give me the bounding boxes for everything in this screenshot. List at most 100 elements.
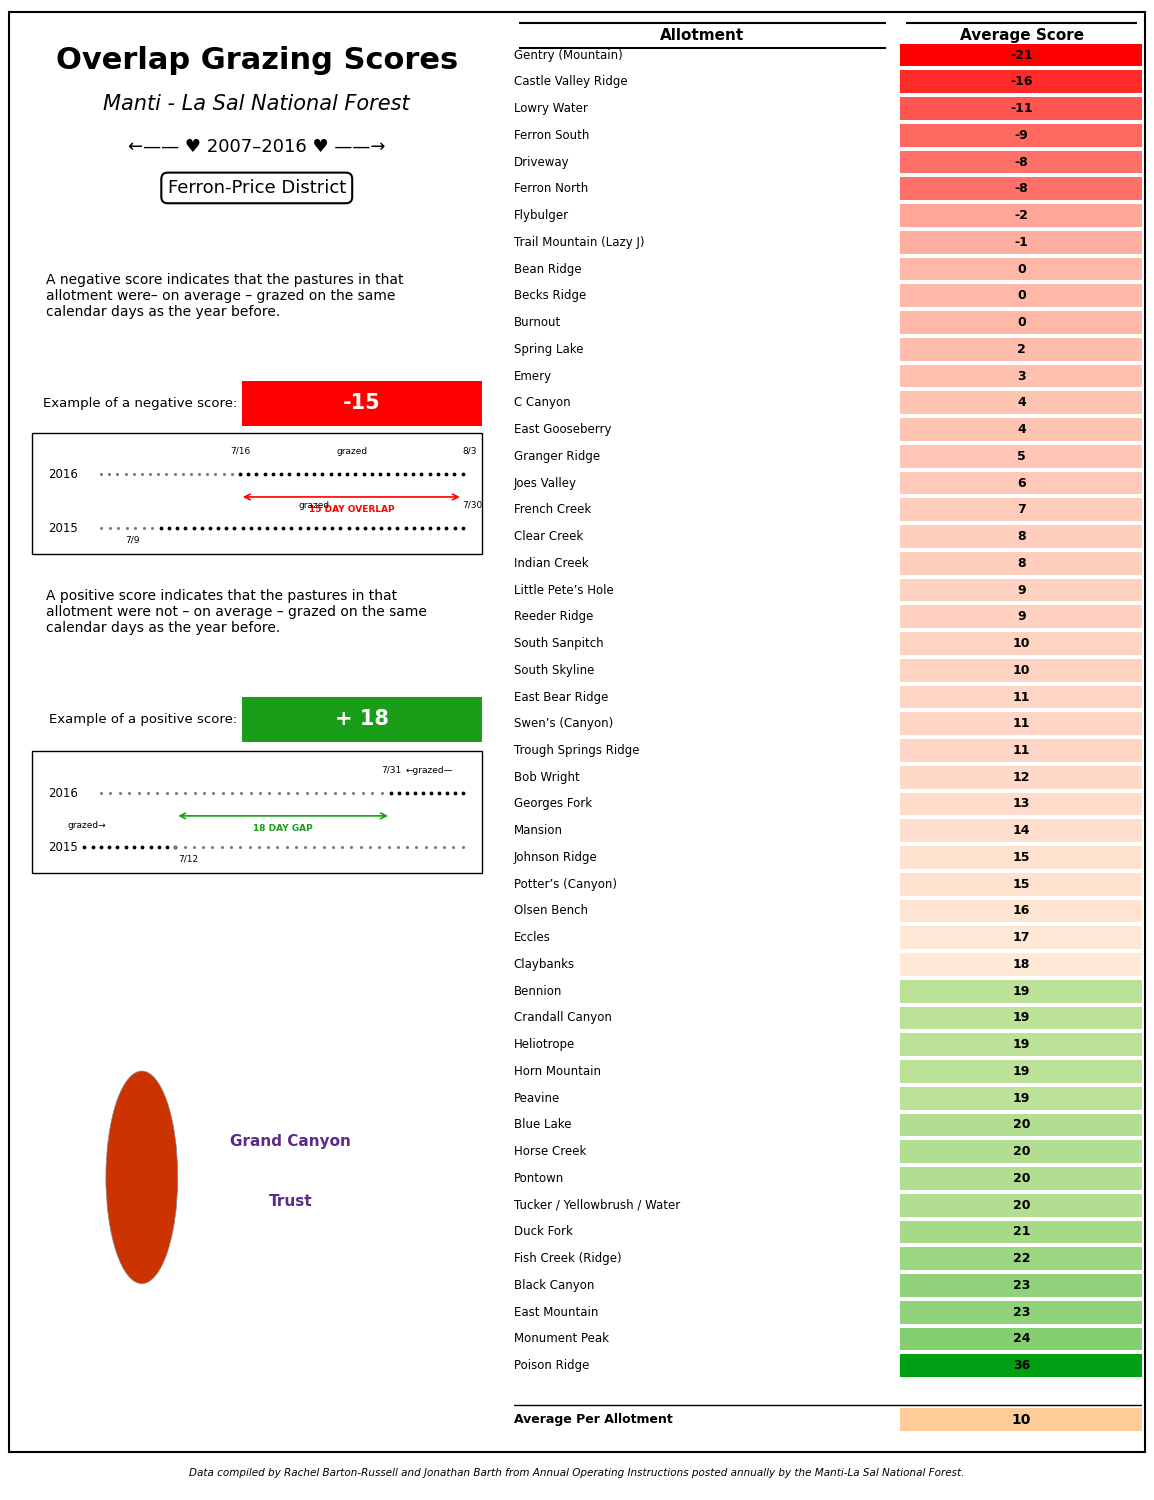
Bar <box>900 1248 1142 1270</box>
Text: 23: 23 <box>1013 1280 1031 1292</box>
Text: Granger Ridge: Granger Ridge <box>514 450 600 464</box>
Text: ←—— ♥ 2007–2016 ♥ ——→: ←—— ♥ 2007–2016 ♥ ——→ <box>128 138 385 156</box>
Bar <box>900 70 1142 93</box>
Text: Average Score: Average Score <box>960 27 1084 42</box>
Text: Bob Wright: Bob Wright <box>514 771 579 783</box>
Text: 20: 20 <box>1013 1172 1031 1185</box>
Text: Grand Canyon: Grand Canyon <box>230 1134 351 1149</box>
Text: A negative score indicates that the pastures in that
allotment were– on average : A negative score indicates that the past… <box>46 273 404 320</box>
Text: 11: 11 <box>1013 717 1031 730</box>
Bar <box>900 310 1142 334</box>
Text: East Mountain: East Mountain <box>514 1305 598 1318</box>
Bar <box>900 150 1142 174</box>
Text: 7/9: 7/9 <box>125 536 140 544</box>
Bar <box>900 204 1142 226</box>
Text: 6: 6 <box>1017 477 1026 489</box>
Text: Tucker / Yellowbrush / Water: Tucker / Yellowbrush / Water <box>514 1198 680 1212</box>
Text: 20: 20 <box>1013 1198 1031 1212</box>
Text: 10: 10 <box>1013 664 1031 676</box>
Bar <box>900 471 1142 495</box>
Bar <box>900 1300 1142 1323</box>
Text: 8: 8 <box>1017 556 1026 570</box>
Text: 18 DAY GAP: 18 DAY GAP <box>253 825 313 834</box>
Bar <box>900 1060 1142 1083</box>
Text: Castle Valley Ridge: Castle Valley Ridge <box>514 75 627 88</box>
Bar <box>900 712 1142 735</box>
Text: grazed: grazed <box>299 501 330 510</box>
Text: Spring Lake: Spring Lake <box>514 344 583 355</box>
Text: 18: 18 <box>1013 958 1031 970</box>
Bar <box>900 1354 1142 1377</box>
Text: Georges Fork: Georges Fork <box>514 798 592 810</box>
Text: Horn Mountain: Horn Mountain <box>514 1065 600 1078</box>
Bar <box>900 1221 1142 1244</box>
Text: South Skyline: South Skyline <box>514 664 594 676</box>
Text: Blue Lake: Blue Lake <box>514 1119 571 1131</box>
Bar <box>900 900 1142 922</box>
Text: Manti - La Sal National Forest: Manti - La Sal National Forest <box>104 94 410 114</box>
Text: -11: -11 <box>1010 102 1033 116</box>
Text: Example of a negative score:: Example of a negative score: <box>43 398 238 410</box>
Text: Driveway: Driveway <box>514 156 569 168</box>
Bar <box>900 44 1142 66</box>
Bar <box>900 873 1142 895</box>
Bar <box>900 1408 1142 1431</box>
Text: 9: 9 <box>1017 584 1026 597</box>
Text: Gentry (Mountain): Gentry (Mountain) <box>514 48 622 62</box>
Bar <box>900 525 1142 548</box>
Text: 2016: 2016 <box>48 468 78 482</box>
Bar <box>900 258 1142 280</box>
Bar <box>900 579 1142 602</box>
Text: Ferron South: Ferron South <box>514 129 589 142</box>
Text: Indian Creek: Indian Creek <box>514 556 589 570</box>
Bar <box>900 1167 1142 1190</box>
Text: Joes Valley: Joes Valley <box>514 477 577 489</box>
FancyBboxPatch shape <box>31 433 482 554</box>
Bar <box>900 98 1142 120</box>
Bar <box>900 124 1142 147</box>
Bar <box>900 1274 1142 1298</box>
Text: 14: 14 <box>1013 824 1031 837</box>
Text: 2015: 2015 <box>48 522 78 534</box>
Circle shape <box>106 1071 178 1284</box>
Bar <box>900 1194 1142 1216</box>
Text: C Canyon: C Canyon <box>514 396 570 410</box>
Text: 4: 4 <box>1017 396 1026 410</box>
Text: 7/16: 7/16 <box>230 447 250 456</box>
Text: Claybanks: Claybanks <box>514 958 575 970</box>
Text: Pontown: Pontown <box>514 1172 564 1185</box>
Bar <box>900 606 1142 628</box>
Text: Burnout: Burnout <box>514 316 561 328</box>
Bar <box>900 632 1142 656</box>
Text: Average Per Allotment: Average Per Allotment <box>514 1413 673 1426</box>
Text: Eccles: Eccles <box>514 932 550 944</box>
Text: 0: 0 <box>1017 262 1026 276</box>
FancyBboxPatch shape <box>242 698 482 742</box>
Text: 15: 15 <box>1013 878 1031 891</box>
Bar <box>900 1034 1142 1056</box>
Text: 8/3: 8/3 <box>463 447 478 456</box>
Bar <box>900 392 1142 414</box>
Bar <box>900 498 1142 520</box>
Text: + 18: + 18 <box>335 710 389 729</box>
Text: Becks Ridge: Becks Ridge <box>514 290 586 303</box>
Text: Clear Creek: Clear Creek <box>514 530 583 543</box>
Text: 16: 16 <box>1013 904 1031 918</box>
Text: 10: 10 <box>1012 1413 1031 1426</box>
Text: Reeder Ridge: Reeder Ridge <box>514 610 593 624</box>
Bar <box>900 1007 1142 1029</box>
Bar <box>900 792 1142 816</box>
Bar <box>900 658 1142 681</box>
Bar <box>900 766 1142 789</box>
Text: Ferron North: Ferron North <box>514 183 587 195</box>
Text: Overlap Grazing Scores: Overlap Grazing Scores <box>55 46 458 75</box>
Text: 11: 11 <box>1013 690 1031 703</box>
Text: 22: 22 <box>1013 1252 1031 1264</box>
Text: grazed→: grazed→ <box>68 821 106 830</box>
Bar <box>900 552 1142 574</box>
Text: 2015: 2015 <box>48 840 78 854</box>
Text: 19: 19 <box>1013 984 1031 998</box>
Text: Crandall Canyon: Crandall Canyon <box>514 1011 612 1025</box>
Text: -9: -9 <box>1014 129 1028 142</box>
Text: A positive score indicates that the pastures in that
allotment were not – on ave: A positive score indicates that the past… <box>46 590 427 636</box>
